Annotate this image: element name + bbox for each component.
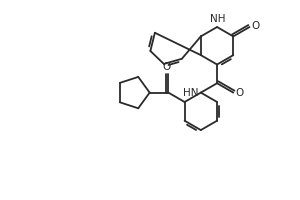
Text: NH: NH: [210, 14, 226, 24]
Text: O: O: [162, 62, 170, 72]
Text: HN: HN: [183, 88, 199, 98]
Text: O: O: [235, 88, 244, 98]
Text: O: O: [251, 21, 260, 31]
